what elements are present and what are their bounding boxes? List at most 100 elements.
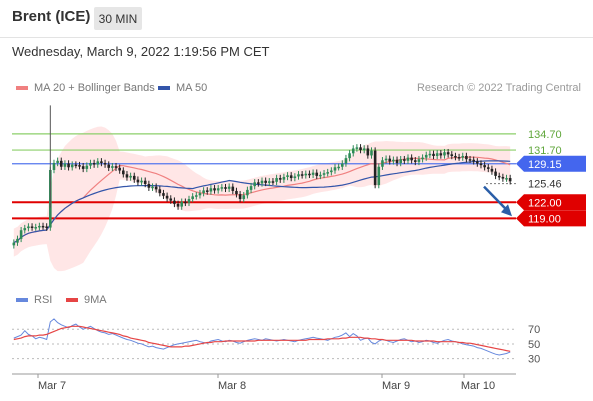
candle-body <box>461 155 465 158</box>
candle-body <box>293 176 297 179</box>
candle-body <box>275 178 278 182</box>
candle-body <box>180 201 184 207</box>
candle-body <box>392 159 395 162</box>
candle-body <box>143 180 147 184</box>
candle-body <box>154 186 158 190</box>
candle-body <box>472 159 475 162</box>
candle-body <box>27 226 30 229</box>
candle-body <box>162 193 165 196</box>
candle-body <box>468 159 472 161</box>
level-label-125.46: 125.46 <box>528 179 562 191</box>
level-label-122.00: 122.00 <box>528 197 562 209</box>
candle-body <box>432 153 435 156</box>
candle-body <box>52 162 56 170</box>
candle-body <box>136 179 140 183</box>
interval-button[interactable]: 30 MIN <box>94 7 142 30</box>
rsi-tick-label-70: 70 <box>528 324 540 336</box>
candle-body <box>333 167 337 171</box>
candle-body <box>78 165 81 167</box>
candle-body <box>308 173 311 176</box>
level-tag-129.15 <box>516 155 586 172</box>
legend-ma20-bollinger[interactable]: MA 20 + Bollinger Bands <box>16 82 155 94</box>
candle-body <box>41 225 45 228</box>
candle-body <box>439 153 443 156</box>
candle-body <box>340 163 344 167</box>
level-label-129.15: 129.15 <box>528 159 562 171</box>
level-tag-119.00 <box>516 210 586 227</box>
candle-body <box>494 171 497 176</box>
candle-body <box>465 155 468 160</box>
candle-body <box>129 175 132 178</box>
candle-body <box>370 150 373 156</box>
candle-body <box>63 163 67 167</box>
candle-body <box>450 154 454 156</box>
candle-body <box>476 161 479 164</box>
candle-body <box>359 147 362 151</box>
candle-body <box>490 168 494 172</box>
candle-body <box>176 203 180 207</box>
rsi-tick-label-30: 30 <box>528 354 540 366</box>
candle-body <box>173 200 176 204</box>
candle-body <box>125 174 129 178</box>
candle-body <box>421 157 424 160</box>
candle-body <box>311 172 315 175</box>
candle-body <box>286 175 289 177</box>
candle-body <box>195 195 198 197</box>
candle-body <box>424 154 428 158</box>
candle-body <box>231 186 235 191</box>
candle-body <box>253 182 257 187</box>
candle-body <box>399 159 402 163</box>
candle-body <box>19 230 23 239</box>
candle-body <box>428 153 432 156</box>
candle-body <box>209 188 213 192</box>
candle-body <box>198 193 202 196</box>
candle-body <box>505 178 508 180</box>
candle-body <box>501 176 505 179</box>
rsi-line <box>13 318 511 356</box>
x-tick-label-1: Mar 8 <box>218 380 246 392</box>
legend-rsi[interactable]: RSI <box>16 294 52 306</box>
candle-body <box>227 186 231 189</box>
candle-body <box>289 175 293 179</box>
candle-body <box>355 147 359 149</box>
candle-body <box>395 159 399 163</box>
candle-body <box>454 155 457 158</box>
x-tick-label-2: Mar 9 <box>382 380 410 392</box>
candle-body <box>12 242 16 246</box>
candle-body <box>381 160 384 167</box>
candle-body <box>224 187 227 189</box>
candle-body <box>100 161 103 163</box>
candle-body <box>410 157 413 161</box>
candle-body <box>403 159 406 161</box>
candle-body <box>322 173 326 175</box>
candle-body <box>30 226 34 228</box>
ma20-bollinger-label: MA 20 + Bollinger Bands <box>34 82 155 94</box>
candle-body <box>413 160 417 162</box>
x-tick-label-0: Mar 7 <box>38 380 66 392</box>
candle-body <box>16 238 19 243</box>
candle-body <box>348 153 351 159</box>
candle-body <box>373 150 377 186</box>
candle-body <box>406 157 410 161</box>
legend-rsi-ma[interactable]: 9MA <box>66 294 107 306</box>
candle-body <box>184 201 187 204</box>
candle-body <box>384 158 388 161</box>
candle-body <box>140 180 143 183</box>
candle-body <box>169 198 173 201</box>
candle-body <box>330 170 333 173</box>
candle-body <box>59 160 63 167</box>
candle-body <box>278 178 282 180</box>
candle-body <box>417 159 421 162</box>
candle-body <box>216 188 220 191</box>
candle-body <box>300 174 304 176</box>
candle-body <box>366 148 370 156</box>
candle-body <box>344 158 348 164</box>
candle-body <box>508 178 512 182</box>
candle-body <box>38 225 41 228</box>
candle-body <box>122 170 125 175</box>
legend-ma50[interactable]: MA 50 <box>158 82 207 94</box>
candle-body <box>315 172 319 176</box>
level-label-134.70: 134.70 <box>528 129 562 141</box>
candle-body <box>264 180 267 183</box>
